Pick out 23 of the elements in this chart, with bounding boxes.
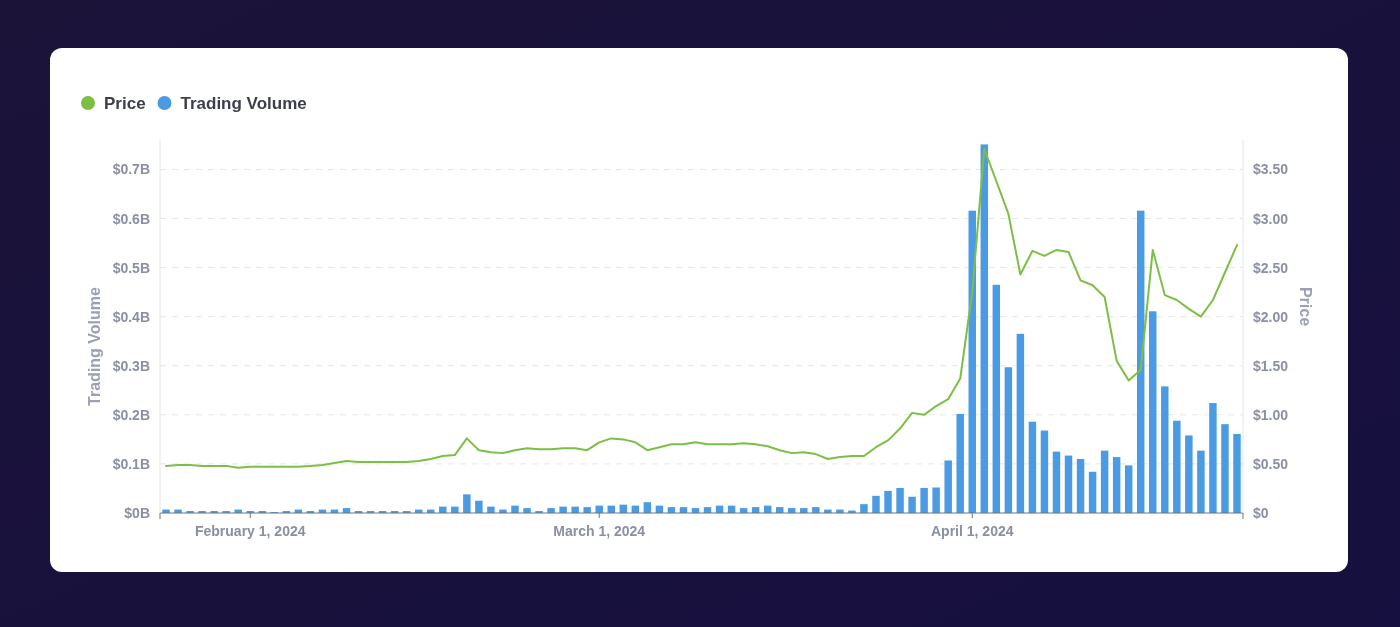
y2-tick-label: $3.50 <box>1253 161 1289 178</box>
y2-tick-label: $2.50 <box>1253 259 1289 276</box>
y2-tick-label: $1.50 <box>1253 357 1289 374</box>
y2-tick-label: $2.00 <box>1253 308 1289 325</box>
x-tick-label: March 1, 2024 <box>553 523 646 539</box>
x-tick-label: February 1, 2024 <box>194 523 306 539</box>
y-axis-title: Trading Volume <box>86 286 103 406</box>
y2-tick-label: $0.50 <box>1253 455 1289 472</box>
y2-axis-title: Price <box>1297 286 1314 327</box>
y-tick-label: $0.5B <box>112 259 150 276</box>
y2-tick-label: $3.00 <box>1253 210 1289 227</box>
y-tick-label: $0.3B <box>112 357 150 374</box>
y2-tick-label: $0 <box>1253 505 1269 521</box>
x-tick-label: April 1, 2024 <box>931 523 1014 539</box>
y-tick-label: $0.1B <box>112 455 150 472</box>
y-tick-label: $0.7B <box>112 161 150 178</box>
legend-label: Trading Volume <box>180 94 307 113</box>
legend-label: Price <box>104 94 146 113</box>
y2-tick-label: $1.00 <box>1253 406 1289 423</box>
y-tick-label: $0.6B <box>112 210 150 227</box>
y-tick-label: $0.2B <box>112 406 150 423</box>
y-tick-label: $0.4B <box>112 308 150 325</box>
y-tick-label: $0B <box>124 505 150 521</box>
